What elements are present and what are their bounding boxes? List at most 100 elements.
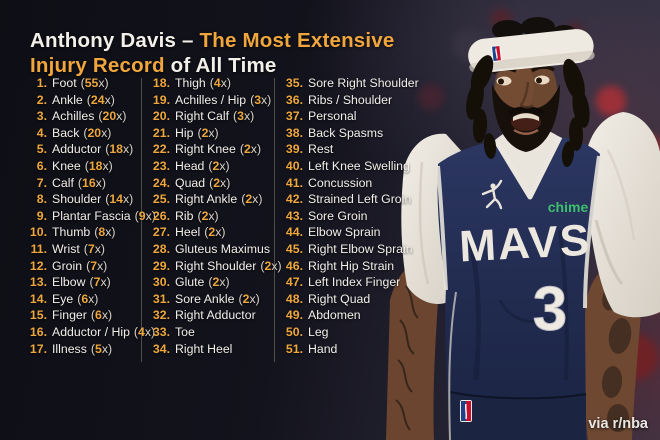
injury-count: (3x)	[250, 92, 272, 107]
injury-list-item: 33. Toe	[149, 325, 269, 342]
injury-count: (14x)	[105, 192, 134, 207]
injury-list-item: 45. Right Elbow Sprain	[282, 242, 432, 259]
injury-count: (2x)	[197, 125, 219, 140]
injury-list-item: 35. Sore Right Shoulder	[282, 76, 432, 93]
injury-rank: 19.	[152, 92, 170, 107]
injury-label: Right Heel	[175, 341, 233, 356]
injury-label: Right Knee	[175, 142, 236, 157]
injury-count: (20x)	[83, 125, 112, 140]
injury-list-item: 9. Plantar Fascia (9x)	[26, 208, 156, 226]
injury-rank: 12.	[29, 258, 47, 273]
injury-label: Right Elbow Sprain	[308, 241, 413, 256]
injury-rank: 40.	[285, 158, 303, 173]
white-sleeve-right	[584, 112, 660, 318]
injury-count: (2x)	[208, 275, 230, 290]
injury-rank: 6.	[36, 158, 47, 173]
injury-label: Right Calf	[175, 109, 229, 124]
injury-list-item: 24. Quad (2x)	[149, 176, 269, 193]
injury-rank: 38.	[285, 125, 303, 140]
injury-list-item: 27. Heel (2x)	[149, 225, 269, 242]
injury-rank: 20.	[152, 109, 170, 124]
title-highlight-1: The Most Extensive	[199, 28, 395, 52]
jersey-number: 3	[533, 275, 567, 344]
injury-list-item: 44. Elbow Sprain	[282, 225, 432, 242]
injury-label: Toe	[175, 324, 195, 339]
injury-rank: 45.	[285, 241, 303, 256]
shorts	[450, 392, 586, 440]
injury-rank: 43.	[285, 208, 303, 223]
injury-count: (5x)	[90, 341, 113, 356]
injury-rank: 50.	[285, 324, 303, 339]
injury-list-item: 18. Thigh (4x)	[149, 76, 269, 93]
injury-label: Sore Right Shoulder	[308, 76, 419, 90]
injury-rank: 5.	[36, 142, 47, 157]
injury-rank: 13.	[29, 275, 47, 290]
injury-label: Wrist	[52, 241, 80, 256]
injury-count: (4x)	[133, 324, 156, 339]
injury-list-item: 46. Right Hip Strain	[282, 259, 432, 276]
injury-label: Head	[175, 158, 205, 173]
injury-rank: 27.	[152, 225, 170, 240]
injury-list-item: 39. Rest	[282, 142, 432, 159]
injury-label: Right Shoulder	[175, 258, 257, 273]
injury-rank: 29.	[152, 258, 170, 273]
injury-count: (3x)	[233, 109, 255, 124]
injury-label: Elbow	[52, 275, 86, 290]
bokeh-light	[596, 86, 626, 116]
injury-count: (2x)	[209, 175, 231, 190]
injury-label: Rib	[175, 208, 194, 223]
injury-column-3: 35. Sore Right Shoulder 36. Ribs / Shoulder…	[282, 76, 432, 362]
injury-list-item: 4. Back (20x)	[26, 126, 136, 143]
injury-rank: 15.	[29, 308, 47, 323]
injury-count: (20x)	[98, 109, 127, 124]
injury-list-item: 50. Leg	[282, 325, 432, 342]
injury-rank: 25.	[152, 192, 170, 207]
injury-rank: 24.	[152, 175, 170, 190]
injury-list-item: 19. Achilles / Hip (3x)	[149, 92, 272, 110]
injury-rank: 44.	[285, 225, 303, 240]
injury-list-item: 11. Wrist (7x)	[26, 242, 136, 259]
injury-list-item: 10. Thumb (8x)	[26, 225, 136, 242]
jersey	[436, 135, 601, 440]
injury-list-item: 43. Sore Groin	[282, 209, 432, 226]
injury-list-item: 41. Concussion	[282, 176, 432, 193]
injury-label: Knee	[52, 158, 81, 173]
injury-count: (7x)	[83, 241, 105, 256]
injury-label: Groin	[52, 258, 83, 273]
injury-rank: 48.	[285, 291, 303, 306]
title-tail-part: of All Time	[170, 53, 277, 77]
column-divider	[141, 78, 142, 362]
page-title: Anthony Davis – The Most Extensive Injury…	[30, 28, 450, 78]
injury-list-item: 15. Finger (6x)	[26, 308, 136, 325]
locs-hair	[466, 55, 590, 167]
injury-label: Thigh	[175, 76, 206, 90]
injury-rank: 16.	[29, 324, 47, 339]
title-name-part: Anthony Davis –	[30, 28, 200, 52]
injury-rank: 51.	[285, 341, 303, 356]
injury-label: Gluteus Maximus	[175, 241, 270, 256]
jumpman-logo-icon	[481, 179, 503, 210]
injury-label: Foot	[52, 76, 77, 90]
injury-rank: 41.	[285, 175, 303, 190]
injury-rank: 9.	[36, 208, 47, 223]
tattooed-forearm	[386, 262, 440, 440]
injury-list-item: 29. Right Shoulder (2x)	[149, 258, 282, 276]
injury-label: Finger	[52, 308, 87, 323]
injury-rank: 4.	[36, 125, 47, 140]
injury-list-item: 8. Shoulder (14x)	[26, 192, 136, 209]
injury-list-item: 2. Ankle (24x)	[26, 93, 136, 110]
injury-count: (2x)	[197, 208, 219, 223]
injury-list-item: 32. Right Adductor	[149, 308, 269, 325]
injury-rank: 1.	[36, 76, 47, 90]
injury-count: (55x)	[80, 76, 109, 90]
injury-count: (2x)	[241, 192, 263, 207]
injury-rank: 8.	[36, 192, 47, 207]
injury-list: 1. Foot (55x) 2. Ankle (24x) 3. Achilles (20x) 4.…	[26, 76, 432, 362]
injury-label: Thumb	[52, 225, 91, 240]
injury-rank: 42.	[285, 192, 303, 207]
player-photo: chime MAVS 3	[386, 17, 660, 440]
injury-rank: 14.	[29, 291, 47, 306]
injury-list-item: 25. Right Ankle (2x)	[149, 192, 269, 209]
injury-list-item: 23. Head (2x)	[149, 159, 269, 176]
injury-rank: 23.	[152, 158, 170, 173]
